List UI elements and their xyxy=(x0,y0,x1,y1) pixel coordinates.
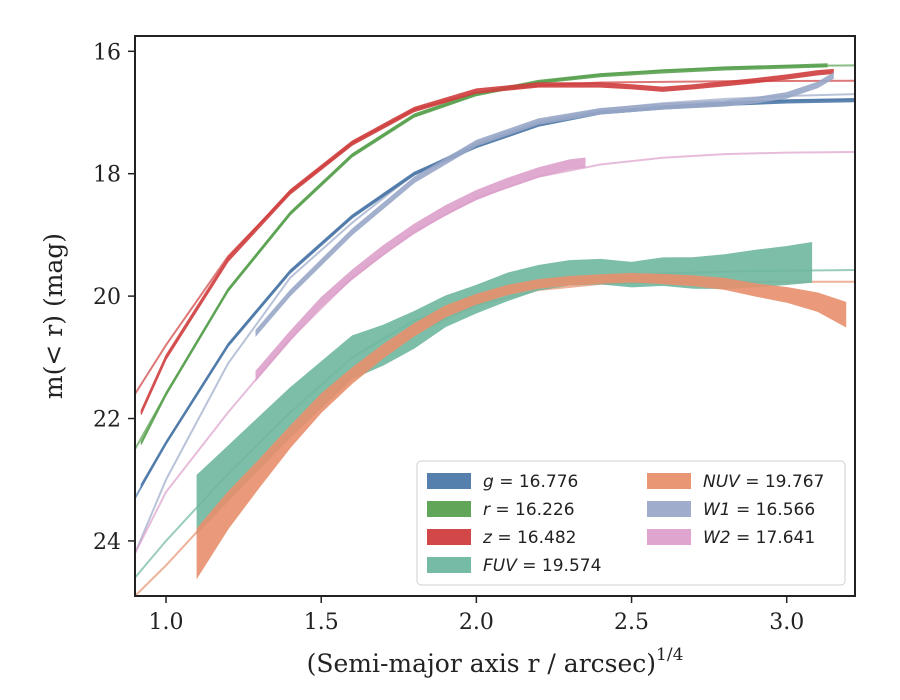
x-tick-label: 1.0 xyxy=(149,610,184,635)
legend-swatch xyxy=(647,473,691,489)
legend-magnitude: = 19.574 xyxy=(517,556,602,576)
x-tick-label: 1.5 xyxy=(304,610,339,635)
legend-band: z xyxy=(482,528,493,548)
legend-label: W2 = 17.641 xyxy=(703,528,815,548)
y-tick-label: 24 xyxy=(93,530,121,555)
x-axis: 1.0 1.5 2.0 2.5 3.0 xyxy=(149,596,804,635)
legend-entry: r = 16.226 xyxy=(427,500,575,520)
y-axis-label: m(< r) (mag) xyxy=(39,233,68,399)
legend-entry: z = 16.482 xyxy=(427,528,576,548)
legend-swatch xyxy=(427,557,471,573)
x-tick-label: 2.5 xyxy=(614,610,649,635)
legend-swatch xyxy=(427,501,471,517)
legend-frame xyxy=(416,460,846,586)
legend-swatch xyxy=(427,473,471,489)
plot-frame xyxy=(134,35,856,597)
legend-magnitude: = 16.482 xyxy=(492,528,577,548)
legend-band: W1 xyxy=(703,500,731,520)
measured-band-w2 xyxy=(255,157,586,382)
x-axis-label-text: (Semi-major axis r / arcsec) xyxy=(307,649,656,678)
legend-label: FUV = 19.574 xyxy=(483,556,601,576)
legend-band: W2 xyxy=(703,528,731,548)
legend-entry: FUV = 19.574 xyxy=(427,556,601,576)
x-tick-label: 3.0 xyxy=(769,610,804,635)
y-tick-label: 22 xyxy=(93,408,121,433)
legend-label: g = 16.776 xyxy=(483,472,578,492)
legend-band: r xyxy=(483,500,491,520)
measured-band-nuv xyxy=(196,272,847,580)
legend-band: FUV xyxy=(483,556,518,576)
y-tick-label: 18 xyxy=(93,163,121,188)
y-tick-label: 16 xyxy=(93,40,121,65)
legend-band: NUV xyxy=(703,472,741,492)
measured-band-r xyxy=(140,63,828,445)
legend-label: NUV = 19.767 xyxy=(703,472,824,492)
legend-entry: g = 16.776 xyxy=(427,472,578,492)
x-axis-label-exponent: 1/4 xyxy=(656,645,683,665)
plot-area xyxy=(135,63,855,596)
legend-entry: NUV = 19.767 xyxy=(647,472,824,492)
legend-label: W1 = 16.566 xyxy=(703,500,815,520)
legend-swatch xyxy=(427,529,471,545)
legend-entry: W1 = 16.566 xyxy=(647,500,815,520)
legend-magnitude: = 16.226 xyxy=(490,500,575,520)
legend-magnitude: = 16.566 xyxy=(731,500,816,520)
y-tick-label: 20 xyxy=(93,285,121,310)
x-axis-label: (Semi-major axis r / arcsec)1/4 xyxy=(307,645,684,678)
legend-swatch xyxy=(647,501,691,517)
legend-label: r = 16.226 xyxy=(483,500,575,520)
legend-entry: W2 = 17.641 xyxy=(647,528,815,548)
measured-band-z xyxy=(140,68,834,415)
x-tick-label: 2.0 xyxy=(459,610,494,635)
y-axis: 16 18 20 22 24 xyxy=(93,40,135,555)
legend-label: z = 16.482 xyxy=(482,528,576,548)
legend-magnitude: = 16.776 xyxy=(494,472,579,492)
legend-magnitude: = 17.641 xyxy=(731,528,816,548)
measured-band-g xyxy=(140,98,855,490)
measured-band-w1 xyxy=(255,72,834,337)
measured-band-fuv xyxy=(196,242,813,535)
legend-swatch xyxy=(647,529,691,545)
legend-magnitude: = 19.767 xyxy=(740,472,825,492)
model-curve-z xyxy=(135,79,855,395)
legend-band: g xyxy=(483,472,494,492)
